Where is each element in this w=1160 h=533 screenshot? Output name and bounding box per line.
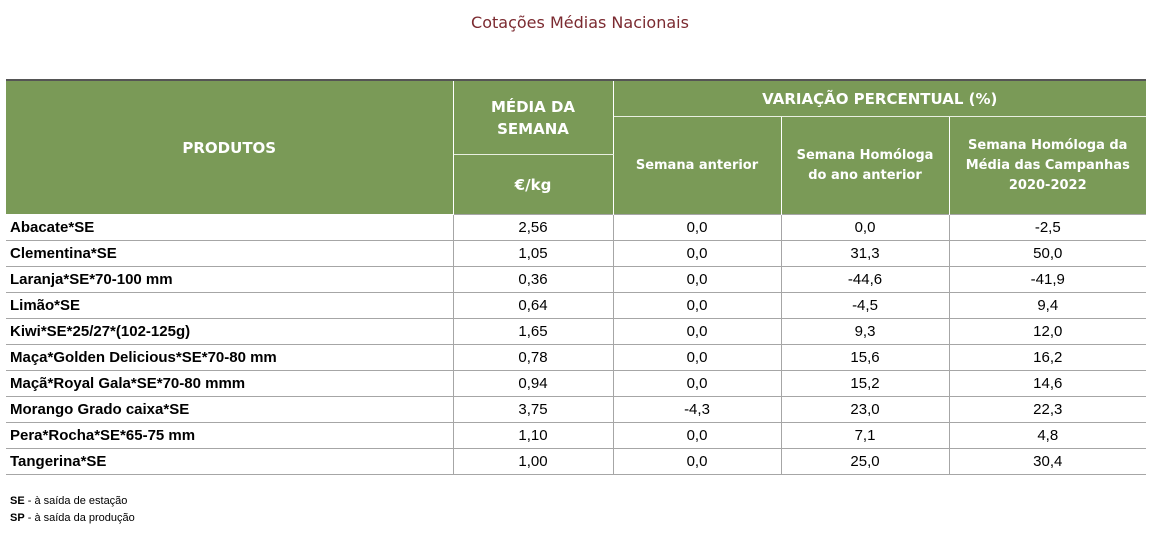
cell-produto: Morango Grado caixa*SE — [6, 396, 454, 423]
footnote-sp-abbr: SP — [10, 512, 25, 524]
cell-homologa-campanhas: 4,8 — [949, 422, 1147, 449]
cell-homologa-ano: 23,0 — [781, 396, 950, 423]
cell-produto: Abacate*SE — [6, 214, 454, 241]
cell-homologa-ano: 7,1 — [781, 422, 950, 449]
cell-homologa-ano: 15,6 — [781, 344, 950, 371]
cell-homologa-ano: -4,5 — [781, 292, 950, 319]
table-row: Clementina*SE 1,05 0,0 31,3 50,0 — [6, 240, 1147, 267]
table-row: Tangerina*SE 1,00 0,0 25,0 30,4 — [6, 448, 1147, 475]
table-header: PRODUTOS MÉDIA DA SEMANA VARIAÇÃO PERCEN… — [6, 79, 1147, 215]
table-row: Morango Grado caixa*SE 3,75 -4,3 23,0 22,3 — [6, 396, 1147, 423]
cell-produto: Laranja*SE*70-100 mm — [6, 266, 454, 293]
cell-produto: Pera*Rocha*SE*65-75 mm — [6, 422, 454, 449]
cell-media: 1,65 — [453, 318, 614, 345]
cell-homologa-campanhas: -2,5 — [949, 214, 1147, 241]
cell-media: 0,94 — [453, 370, 614, 397]
cell-produto: Clementina*SE — [6, 240, 454, 267]
cell-homologa-campanhas: 30,4 — [949, 448, 1147, 475]
cell-homologa-ano: 15,2 — [781, 370, 950, 397]
cell-semana-anterior: 0,0 — [613, 240, 782, 267]
footnotes: SE - à saída de estação SP - à saída da … — [10, 493, 135, 527]
header-unit: €/kg — [452, 154, 614, 215]
table-row: Laranja*SE*70-100 mm 0,36 0,0 -44,6 -41,9 — [6, 266, 1147, 293]
cell-produto: Maça*Golden Delicious*SE*70-80 mm — [6, 344, 454, 371]
cell-produto: Limão*SE — [6, 292, 454, 319]
header-semana-anterior: Semana anterior — [612, 116, 782, 215]
cell-semana-anterior: 0,0 — [613, 448, 782, 475]
table-row: Abacate*SE 2,56 0,0 0,0 -2,5 — [6, 214, 1147, 241]
cell-semana-anterior: 0,0 — [613, 292, 782, 319]
cell-homologa-campanhas: 22,3 — [949, 396, 1147, 423]
cell-produto: Kiwi*SE*25/27*(102-125g) — [6, 318, 454, 345]
cell-media: 0,78 — [453, 344, 614, 371]
table-row: Pera*Rocha*SE*65-75 mm 1,10 0,0 7,1 4,8 — [6, 422, 1147, 449]
cell-semana-anterior: 0,0 — [613, 318, 782, 345]
cell-semana-anterior: 0,0 — [613, 422, 782, 449]
table-row: Kiwi*SE*25/27*(102-125g) 1,65 0,0 9,3 12,0 — [6, 318, 1147, 345]
cell-homologa-ano: 31,3 — [781, 240, 950, 267]
footnote-sp: SP - à saída da produção — [10, 510, 135, 527]
table-row: Limão*SE 0,64 0,0 -4,5 9,4 — [6, 292, 1147, 319]
header-media-semana: MÉDIA DA SEMANA — [452, 79, 614, 155]
prices-table: PRODUTOS MÉDIA DA SEMANA VARIAÇÃO PERCEN… — [6, 79, 1147, 475]
cell-homologa-ano: 25,0 — [781, 448, 950, 475]
cell-semana-anterior: 0,0 — [613, 266, 782, 293]
table-row: Maçã*Royal Gala*SE*70-80 mmm 0,94 0,0 15,2 1… — [6, 370, 1147, 397]
cell-media: 1,05 — [453, 240, 614, 267]
cell-homologa-campanhas: 16,2 — [949, 344, 1147, 371]
footnote-se: SE - à saída de estação — [10, 493, 135, 510]
cell-homologa-ano: 9,3 — [781, 318, 950, 345]
cell-media: 2,56 — [453, 214, 614, 241]
header-semana-homologa-campanhas: Semana Homóloga da Média das Campanhas 2… — [948, 116, 1147, 215]
footnote-sp-text: - à saída da produção — [24, 512, 135, 524]
cell-produto: Tangerina*SE — [6, 448, 454, 475]
page-title: Cotações Médias Nacionais — [471, 13, 689, 32]
cell-homologa-campanhas: 14,6 — [949, 370, 1147, 397]
cell-media: 0,64 — [453, 292, 614, 319]
cell-media: 0,36 — [453, 266, 614, 293]
cell-semana-anterior: -4,3 — [613, 396, 782, 423]
table-body: Abacate*SE 2,56 0,0 0,0 -2,5 Clementina*SE 1,0… — [6, 214, 1147, 475]
cell-homologa-ano: 0,0 — [781, 214, 950, 241]
header-semana-homologa-ano: Semana Homóloga do ano anterior — [780, 116, 950, 215]
header-variacao-percentual: VARIAÇÃO PERCENTUAL (%) — [612, 79, 1147, 117]
cell-homologa-campanhas: 12,0 — [949, 318, 1147, 345]
cell-media: 3,75 — [453, 396, 614, 423]
header-produtos: PRODUTOS — [6, 79, 454, 215]
table-row: Maça*Golden Delicious*SE*70-80 mm 0,78 0,0… — [6, 344, 1147, 371]
footnote-se-text: - à saída de estação — [24, 495, 128, 507]
cell-homologa-campanhas: -41,9 — [949, 266, 1147, 293]
cell-semana-anterior: 0,0 — [613, 344, 782, 371]
cell-media: 1,00 — [453, 448, 614, 475]
cell-semana-anterior: 0,0 — [613, 214, 782, 241]
cell-produto: Maçã*Royal Gala*SE*70-80 mmm — [6, 370, 454, 397]
footnote-se-abbr: SE — [10, 495, 25, 507]
cell-homologa-ano: -44,6 — [781, 266, 950, 293]
cell-media: 1,10 — [453, 422, 614, 449]
cell-homologa-campanhas: 50,0 — [949, 240, 1147, 267]
cell-semana-anterior: 0,0 — [613, 370, 782, 397]
cell-homologa-campanhas: 9,4 — [949, 292, 1147, 319]
